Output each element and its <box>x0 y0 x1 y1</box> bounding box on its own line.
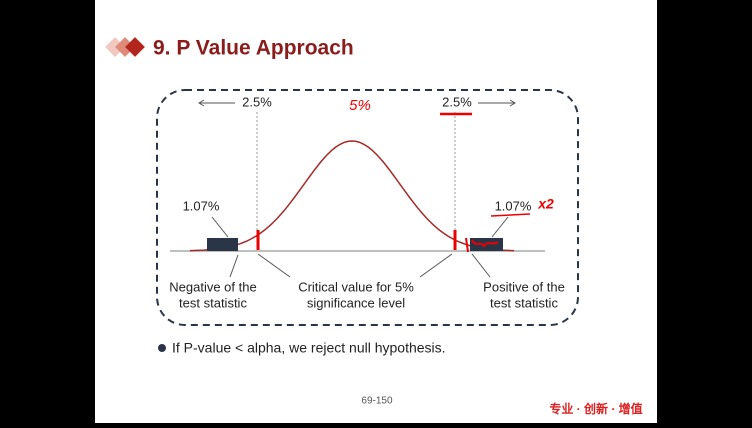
handwriting: 5% x2 <box>256 97 554 253</box>
bullet: If P-value < alpha, we reject null hypot… <box>172 340 446 356</box>
region-label: test statistic <box>490 295 558 310</box>
region-label: Negative of the <box>169 279 256 294</box>
p-label: 1.07% <box>183 198 220 213</box>
frame <box>156 89 579 326</box>
p-label: 1.07% <box>495 198 532 213</box>
bullet-dot <box>158 344 166 352</box>
left-region <box>207 238 238 251</box>
region-label: Positive of the <box>483 279 565 294</box>
arrows <box>198 99 516 278</box>
tail-label: 2.5% <box>242 94 272 109</box>
normal-curve <box>190 140 514 252</box>
region-label: test statistic <box>179 295 247 310</box>
note: 5% <box>349 97 371 114</box>
region-label: Critical value for 5% <box>298 279 414 294</box>
title: 9. P Value Approach <box>153 37 354 60</box>
logo: 专业 · 创新 · 增值 <box>549 401 642 416</box>
slide-bg <box>95 0 657 423</box>
page-number: 69-150 <box>361 396 393 407</box>
note: x2 <box>537 196 554 212</box>
region-label: significance level <box>307 295 405 310</box>
tail-label: 2.5% <box>442 94 472 109</box>
